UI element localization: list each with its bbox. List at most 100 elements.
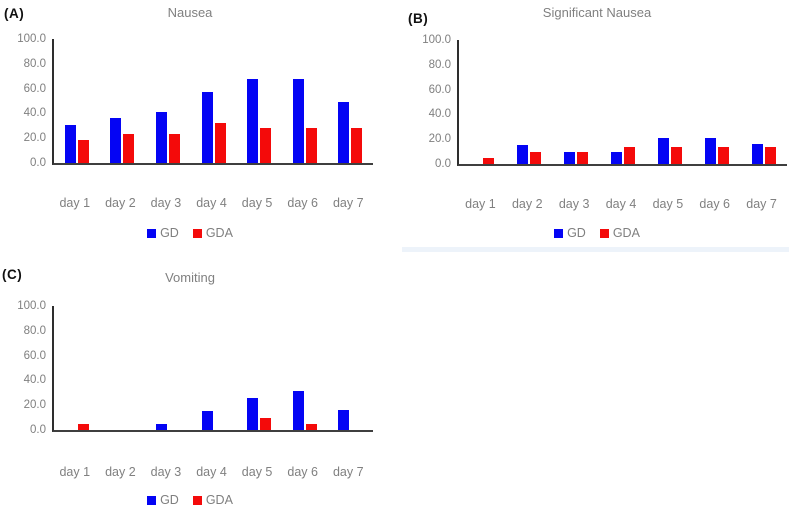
x-label-day-6: day 6	[287, 465, 318, 479]
bar-gd-day-1	[64, 124, 76, 163]
x-axis-labels: day 1 day 2 day 3 day 4 day 5 day 6 day 7	[52, 465, 371, 479]
y-tick-label: 40.0	[23, 374, 46, 387]
bar-group-day-7	[327, 306, 373, 430]
bar-gda-day-6	[717, 146, 729, 164]
bar-gd-day-2	[110, 118, 122, 163]
y-tick-label: 0.0	[30, 424, 46, 436]
bar-group-day-6	[693, 40, 740, 164]
y-tick-label: 0.0	[435, 158, 451, 170]
bars-container	[459, 40, 787, 164]
legend-label-gda: GDA	[205, 493, 233, 507]
chart-title-significant-nausea: Significant Nausea	[542, 5, 652, 20]
legend-item-gda: GDA	[599, 226, 640, 240]
y-axis-tick-labels: 100.0 80.0 60.0 40.0 20.0 0.0	[405, 34, 451, 170]
y-tick-label: 80.0	[23, 324, 46, 337]
bar-group-day-1	[54, 306, 100, 430]
plot-area	[52, 306, 373, 432]
bar-gd-day-6	[292, 390, 304, 430]
bar-group-day-2	[100, 39, 146, 163]
bar-gd-day-3	[564, 151, 576, 164]
y-tick-label: 60.0	[23, 82, 46, 95]
y-tick-label: 20.0	[428, 133, 451, 146]
x-label-day-5: day 5	[652, 197, 684, 211]
panel-letter-a: (A)	[4, 6, 25, 21]
x-label-day-4: day 4	[196, 196, 227, 210]
bar-gd-day-4	[201, 92, 213, 163]
bar-group-day-3	[553, 40, 600, 164]
x-label-day-5: day 5	[241, 196, 273, 210]
bar-group-day-2	[100, 306, 146, 430]
bar-group-day-2	[506, 40, 553, 164]
legend-item-gd: GD	[147, 226, 179, 240]
bar-group-day-7	[327, 39, 373, 163]
bar-gd-day-6	[292, 78, 304, 163]
divider-band	[402, 247, 789, 252]
y-tick-label: 100.0	[17, 300, 46, 312]
legend-swatch-gda	[599, 228, 609, 238]
bar-gda-day-4	[624, 146, 635, 164]
x-label-day-3: day 3	[150, 465, 182, 479]
bar-gda-day-6	[305, 423, 317, 430]
legend-item-gda: GDA	[192, 493, 233, 507]
chart-panel-nausea: (A) Nausea 100.0 80.0 60.0 40.0 20.0 0.0 day …	[0, 0, 380, 250]
panel-letter-b: (B)	[408, 11, 429, 26]
legend-swatch-gda	[192, 495, 202, 505]
y-tick-label: 60.0	[428, 83, 451, 96]
bar-gda-day-2	[123, 133, 135, 163]
bar-gda-day-1	[77, 423, 89, 430]
bar-gd-day-3	[155, 111, 167, 163]
bar-gd-day-2	[517, 145, 529, 164]
bar-group-day-3	[145, 306, 191, 430]
x-label-day-6: day 6	[699, 197, 731, 211]
bar-gd-day-4	[611, 151, 622, 164]
x-label-day-2: day 2	[105, 465, 136, 479]
chart-panel-vomiting: (C) Vomiting 100.0 80.0 60.0 40.0 20.0 0.0 da…	[0, 255, 380, 507]
legend-swatch-gd	[147, 228, 157, 238]
bar-gd-day-7	[338, 102, 350, 163]
x-label-day-7: day 7	[746, 197, 777, 211]
legend-item-gd: GD	[147, 493, 179, 507]
legend-label-gda: GDA	[205, 226, 233, 240]
chart-title-vomiting: Vomiting	[165, 270, 215, 285]
y-tick-label: 60.0	[23, 349, 46, 362]
bar-gda-day-5	[670, 146, 682, 164]
bar-group-day-5	[236, 306, 282, 430]
bar-gda-day-7	[764, 146, 776, 164]
bar-gda-day-5	[260, 127, 272, 163]
y-tick-label: 40.0	[23, 107, 46, 120]
bars-container	[54, 39, 373, 163]
bar-group-day-6	[282, 39, 328, 163]
bar-gda-day-6	[305, 127, 317, 163]
y-tick-label: 100.0	[422, 34, 451, 46]
x-label-day-1: day 1	[59, 465, 91, 479]
x-label-day-3: day 3	[558, 197, 590, 211]
legend: GD GDA	[0, 226, 380, 240]
y-tick-label: 20.0	[23, 399, 46, 412]
x-axis-labels: day 1 day 2 day 3 day 4 day 5 day 6 day 7	[52, 196, 371, 210]
bar-group-day-4	[191, 306, 237, 430]
legend-item-gd: GD	[554, 226, 586, 240]
x-label-day-2: day 2	[105, 196, 136, 210]
legend: GD GDA	[405, 226, 789, 240]
bar-group-day-7	[740, 40, 787, 164]
chart-panel-significant-nausea: (B) Significant Nausea 100.0 80.0 60.0 40.0…	[405, 0, 789, 250]
bar-gda-day-7	[351, 127, 363, 163]
x-label-day-2: day 2	[511, 197, 543, 211]
chart-title-nausea: Nausea	[167, 5, 213, 20]
legend: GD GDA	[0, 493, 380, 507]
legend-swatch-gda	[192, 228, 202, 238]
x-label-day-4: day 4	[605, 197, 637, 211]
legend-swatch-gd	[554, 228, 564, 238]
bar-group-day-3	[145, 39, 191, 163]
bar-gd-day-7	[338, 409, 350, 430]
panel-letter-c: (C)	[2, 267, 23, 282]
legend-label-gda: GDA	[612, 226, 640, 240]
bar-group-day-6	[282, 306, 328, 430]
x-axis-labels: day 1 day 2 day 3 day 4 day 5 day 6 day 7	[457, 197, 785, 211]
bar-gd-day-5	[657, 138, 669, 164]
bar-gda-day-2	[530, 152, 542, 164]
bar-gd-day-7	[751, 143, 763, 164]
y-tick-label: 20.0	[23, 132, 46, 145]
bar-group-day-4	[191, 39, 237, 163]
